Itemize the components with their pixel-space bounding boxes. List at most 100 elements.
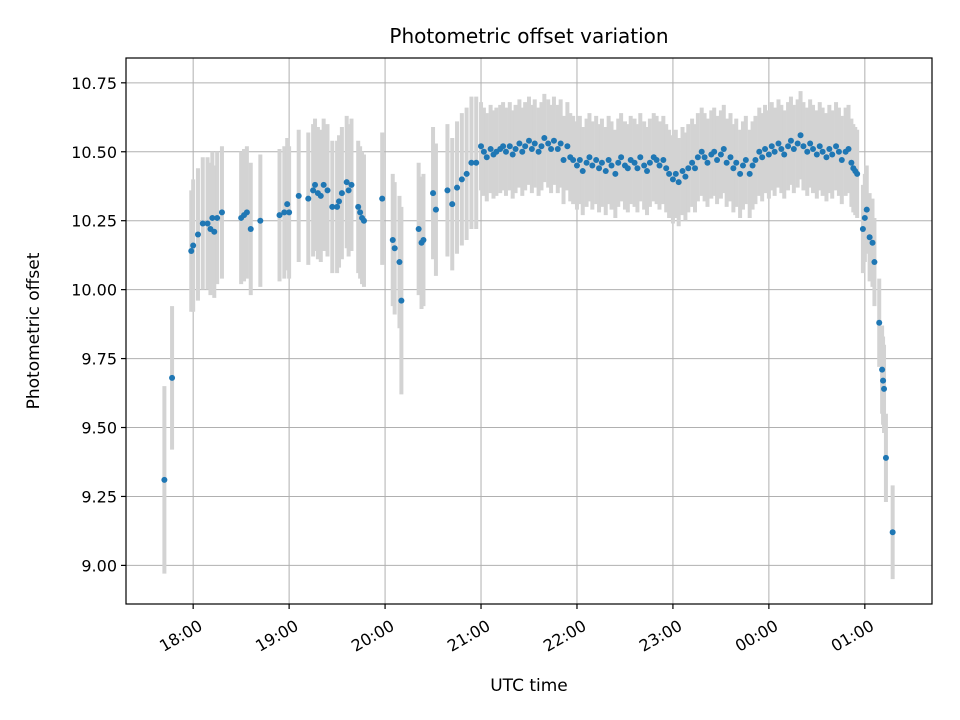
data-point — [528, 146, 535, 152]
data-point — [882, 454, 889, 461]
data-point — [881, 385, 888, 392]
data-point — [218, 209, 225, 216]
data-point — [281, 209, 288, 216]
y-tick-label: 10.25 — [71, 212, 117, 231]
data-point — [535, 148, 542, 155]
data-point — [602, 168, 609, 175]
data-point — [583, 159, 590, 166]
data-point — [829, 151, 836, 158]
data-point — [838, 157, 845, 164]
data-point — [348, 181, 355, 188]
data-point — [190, 242, 197, 249]
data-point — [762, 146, 769, 152]
data-point — [284, 201, 291, 208]
data-point — [819, 148, 826, 155]
data-point — [694, 154, 701, 161]
data-point — [752, 157, 759, 164]
data-point — [243, 209, 250, 216]
data-point — [502, 148, 509, 155]
data-point — [487, 146, 494, 152]
data-point — [360, 217, 367, 224]
data-point — [746, 170, 753, 177]
data-point — [733, 159, 740, 166]
data-point — [854, 170, 861, 177]
data-point — [204, 220, 211, 227]
y-tick-label: 9.00 — [81, 556, 117, 575]
data-point — [739, 162, 746, 169]
data-point — [768, 143, 775, 150]
data-point — [859, 225, 866, 232]
data-point — [813, 151, 820, 158]
y-axis: 9.00 9.25 9.50 9.75 10.00 10.25 10.50 10.75 — [71, 74, 126, 575]
data-point — [500, 143, 507, 150]
data-point — [675, 179, 682, 186]
data-point — [391, 245, 398, 252]
y-tick-label: 10.00 — [71, 281, 117, 300]
data-point — [338, 190, 345, 197]
data-point — [880, 377, 887, 384]
data-point — [169, 374, 176, 381]
data-point — [276, 212, 283, 219]
data-point — [771, 148, 778, 155]
data-point — [871, 259, 878, 266]
data-point — [778, 146, 785, 152]
data-point — [548, 146, 555, 152]
data-point — [188, 248, 195, 255]
data-point — [538, 143, 545, 150]
data-point — [570, 157, 577, 164]
data-point — [398, 297, 405, 304]
data-points — [161, 132, 896, 536]
data-point — [698, 148, 705, 155]
data-point — [672, 170, 679, 177]
data-point — [576, 157, 583, 164]
data-point — [644, 168, 651, 175]
data-point — [816, 143, 823, 150]
data-point — [714, 157, 721, 164]
data-point — [785, 143, 792, 150]
data-point — [863, 206, 870, 213]
data-point — [781, 151, 788, 158]
data-point — [618, 154, 625, 161]
data-point — [804, 148, 811, 155]
data-point — [320, 181, 327, 188]
data-point — [615, 159, 622, 166]
data-point — [324, 187, 331, 194]
data-point — [835, 148, 842, 155]
data-point — [727, 154, 734, 161]
data-point — [478, 143, 485, 150]
data-point — [519, 148, 526, 155]
data-point — [756, 148, 763, 155]
data-point — [612, 170, 619, 177]
data-point — [704, 159, 711, 166]
data-point — [541, 134, 548, 141]
data-point — [579, 168, 586, 175]
data-point — [432, 206, 439, 213]
data-point — [334, 203, 341, 210]
data-point — [531, 140, 538, 147]
data-point — [564, 143, 571, 150]
data-point — [711, 148, 718, 155]
data-point — [823, 154, 830, 161]
data-point — [194, 231, 201, 238]
data-point — [848, 159, 855, 166]
data-point — [666, 170, 673, 177]
data-point — [682, 173, 689, 180]
data-point — [420, 237, 427, 243]
data-point — [305, 195, 312, 202]
data-point — [660, 157, 667, 164]
data-point — [624, 165, 631, 172]
data-point — [790, 146, 797, 152]
y-tick-label: 9.50 — [81, 419, 117, 438]
data-point — [765, 151, 772, 158]
data-point — [807, 140, 814, 147]
data-point — [444, 187, 451, 194]
data-point — [810, 146, 817, 152]
data-point — [794, 140, 801, 147]
data-point — [685, 165, 692, 172]
data-point — [449, 201, 456, 208]
data-point — [759, 154, 766, 161]
data-point — [473, 159, 480, 166]
data-point — [573, 162, 580, 169]
data-point — [522, 143, 529, 150]
data-point — [257, 217, 264, 224]
